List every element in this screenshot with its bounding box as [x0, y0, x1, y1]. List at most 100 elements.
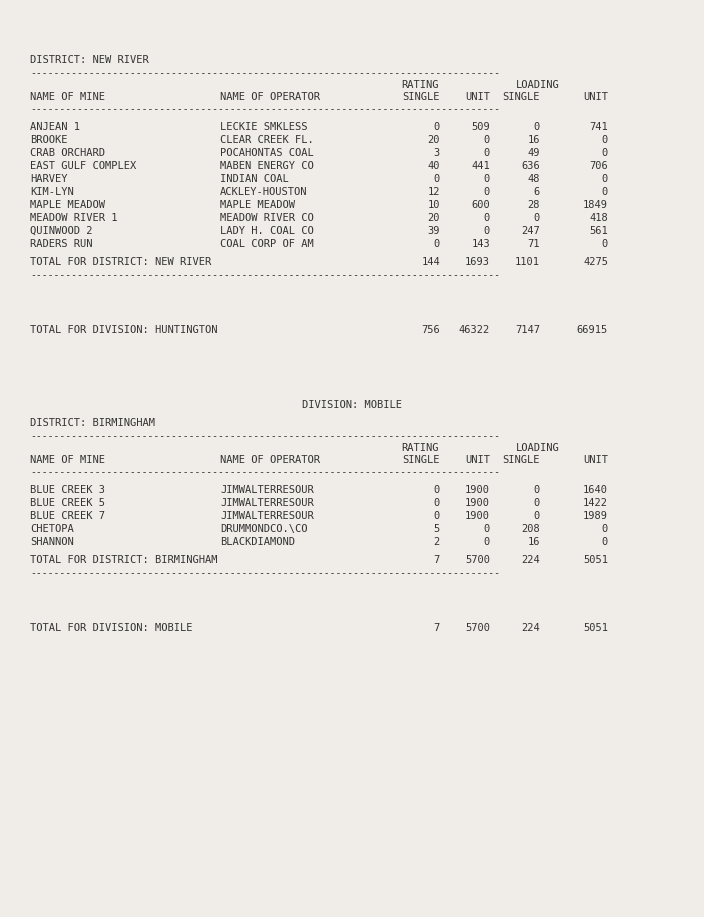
Text: UNIT: UNIT: [583, 455, 608, 465]
Text: 10: 10: [427, 200, 440, 210]
Text: 0: 0: [434, 498, 440, 508]
Text: TOTAL FOR DISTRICT: NEW RIVER: TOTAL FOR DISTRICT: NEW RIVER: [30, 257, 211, 267]
Text: 1900: 1900: [465, 511, 490, 521]
Text: 28: 28: [527, 200, 540, 210]
Text: 20: 20: [427, 135, 440, 145]
Text: 0: 0: [534, 122, 540, 132]
Text: INDIAN COAL: INDIAN COAL: [220, 174, 289, 184]
Text: 509: 509: [471, 122, 490, 132]
Text: 7147: 7147: [515, 325, 540, 335]
Text: 5051: 5051: [583, 623, 608, 633]
Text: 600: 600: [471, 200, 490, 210]
Text: BLUE CREEK 7: BLUE CREEK 7: [30, 511, 105, 521]
Text: 143: 143: [471, 239, 490, 249]
Text: MEADOW RIVER 1: MEADOW RIVER 1: [30, 213, 118, 223]
Text: 0: 0: [602, 148, 608, 158]
Text: UNIT: UNIT: [465, 92, 490, 102]
Text: 0: 0: [484, 524, 490, 534]
Text: BLUE CREEK 5: BLUE CREEK 5: [30, 498, 105, 508]
Text: 224: 224: [521, 623, 540, 633]
Text: 1693: 1693: [465, 257, 490, 267]
Text: 0: 0: [484, 174, 490, 184]
Text: 0: 0: [434, 174, 440, 184]
Text: SINGLE: SINGLE: [503, 455, 540, 465]
Text: 0: 0: [434, 511, 440, 521]
Text: 1849: 1849: [583, 200, 608, 210]
Text: --------------------------------------------------------------------------------: ----------------------------------------…: [30, 568, 500, 578]
Text: 1989: 1989: [583, 511, 608, 521]
Text: 0: 0: [534, 511, 540, 521]
Text: 0: 0: [602, 524, 608, 534]
Text: 2: 2: [434, 537, 440, 547]
Text: 0: 0: [434, 239, 440, 249]
Text: POCAHONTAS COAL: POCAHONTAS COAL: [220, 148, 314, 158]
Text: 0: 0: [484, 187, 490, 197]
Text: 441: 441: [471, 161, 490, 171]
Text: 4275: 4275: [583, 257, 608, 267]
Text: 0: 0: [534, 485, 540, 495]
Text: 0: 0: [484, 135, 490, 145]
Text: CLEAR CREEK FL.: CLEAR CREEK FL.: [220, 135, 314, 145]
Text: SINGLE: SINGLE: [403, 455, 440, 465]
Text: 3: 3: [434, 148, 440, 158]
Text: 1900: 1900: [465, 498, 490, 508]
Text: 756: 756: [421, 325, 440, 335]
Text: MABEN ENERGY CO: MABEN ENERGY CO: [220, 161, 314, 171]
Text: 0: 0: [484, 226, 490, 236]
Text: MAPLE MEADOW: MAPLE MEADOW: [30, 200, 105, 210]
Text: --------------------------------------------------------------------------------: ----------------------------------------…: [30, 431, 500, 441]
Text: NAME OF OPERATOR: NAME OF OPERATOR: [220, 455, 320, 465]
Text: 1101: 1101: [515, 257, 540, 267]
Text: 0: 0: [602, 135, 608, 145]
Text: EAST GULF COMPLEX: EAST GULF COMPLEX: [30, 161, 137, 171]
Text: --------------------------------------------------------------------------------: ----------------------------------------…: [30, 270, 500, 280]
Text: 6: 6: [534, 187, 540, 197]
Text: DIVISION: MOBILE: DIVISION: MOBILE: [302, 400, 402, 410]
Text: SINGLE: SINGLE: [503, 92, 540, 102]
Text: NAME OF OPERATOR: NAME OF OPERATOR: [220, 92, 320, 102]
Text: RADERS RUN: RADERS RUN: [30, 239, 92, 249]
Text: BLACKDIAMOND: BLACKDIAMOND: [220, 537, 295, 547]
Text: 0: 0: [484, 213, 490, 223]
Text: NAME OF MINE: NAME OF MINE: [30, 455, 105, 465]
Text: HARVEY: HARVEY: [30, 174, 68, 184]
Text: 7: 7: [434, 623, 440, 633]
Text: LADY H. COAL CO: LADY H. COAL CO: [220, 226, 314, 236]
Text: DISTRICT: NEW RIVER: DISTRICT: NEW RIVER: [30, 55, 149, 65]
Text: 49: 49: [527, 148, 540, 158]
Text: LECKIE SMKLESS: LECKIE SMKLESS: [220, 122, 308, 132]
Text: 5051: 5051: [583, 555, 608, 565]
Text: DRUMMONDCO.\CO: DRUMMONDCO.\CO: [220, 524, 308, 534]
Text: 0: 0: [534, 498, 540, 508]
Text: LOADING: LOADING: [516, 443, 560, 453]
Text: 5700: 5700: [465, 555, 490, 565]
Text: RATING: RATING: [401, 80, 439, 90]
Text: UNIT: UNIT: [583, 92, 608, 102]
Text: TOTAL FOR DISTRICT: BIRMINGHAM: TOTAL FOR DISTRICT: BIRMINGHAM: [30, 555, 218, 565]
Text: CRAB ORCHARD: CRAB ORCHARD: [30, 148, 105, 158]
Text: --------------------------------------------------------------------------------: ----------------------------------------…: [30, 68, 500, 78]
Text: 144: 144: [421, 257, 440, 267]
Text: 0: 0: [434, 122, 440, 132]
Text: 1900: 1900: [465, 485, 490, 495]
Text: 5: 5: [434, 524, 440, 534]
Text: MEADOW RIVER CO: MEADOW RIVER CO: [220, 213, 314, 223]
Text: 40: 40: [427, 161, 440, 171]
Text: ACKLEY-HOUSTON: ACKLEY-HOUSTON: [220, 187, 308, 197]
Text: 66915: 66915: [577, 325, 608, 335]
Text: DISTRICT: BIRMINGHAM: DISTRICT: BIRMINGHAM: [30, 418, 155, 428]
Text: --------------------------------------------------------------------------------: ----------------------------------------…: [30, 104, 500, 114]
Text: 0: 0: [484, 148, 490, 158]
Text: 741: 741: [589, 122, 608, 132]
Text: 12: 12: [427, 187, 440, 197]
Text: 39: 39: [427, 226, 440, 236]
Text: 16: 16: [527, 537, 540, 547]
Text: 224: 224: [521, 555, 540, 565]
Text: SINGLE: SINGLE: [403, 92, 440, 102]
Text: MAPLE MEADOW: MAPLE MEADOW: [220, 200, 295, 210]
Text: RATING: RATING: [401, 443, 439, 453]
Text: CHETOPA: CHETOPA: [30, 524, 74, 534]
Text: 247: 247: [521, 226, 540, 236]
Text: UNIT: UNIT: [465, 455, 490, 465]
Text: QUINWOOD 2: QUINWOOD 2: [30, 226, 92, 236]
